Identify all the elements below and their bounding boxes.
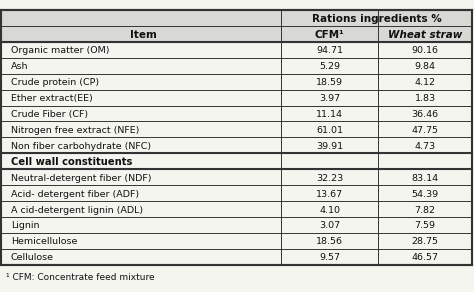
Text: 11.14: 11.14 bbox=[316, 110, 343, 119]
Text: CFM¹: CFM¹ bbox=[315, 30, 345, 40]
Text: 61.01: 61.01 bbox=[316, 126, 343, 135]
Text: Organic matter (OM): Organic matter (OM) bbox=[11, 46, 109, 55]
Text: 83.14: 83.14 bbox=[411, 174, 438, 183]
Text: Wheat straw: Wheat straw bbox=[388, 30, 462, 40]
Text: 4.73: 4.73 bbox=[415, 142, 436, 151]
Text: Cellulose: Cellulose bbox=[11, 253, 54, 262]
Text: Ether extract(EE): Ether extract(EE) bbox=[11, 94, 92, 103]
Text: ¹ CFM: Concentrate feed mixture: ¹ CFM: Concentrate feed mixture bbox=[6, 273, 155, 282]
Text: 94.71: 94.71 bbox=[316, 46, 343, 55]
Text: Lignin: Lignin bbox=[11, 221, 39, 230]
Text: 9.57: 9.57 bbox=[319, 253, 340, 262]
Text: 3.97: 3.97 bbox=[319, 94, 340, 103]
Text: 4.12: 4.12 bbox=[415, 78, 436, 87]
Text: Hemicellulose: Hemicellulose bbox=[11, 237, 77, 246]
Text: Crude protein (CP): Crude protein (CP) bbox=[11, 78, 99, 87]
Text: 47.75: 47.75 bbox=[411, 126, 438, 135]
Text: 18.59: 18.59 bbox=[316, 78, 343, 87]
Text: 13.67: 13.67 bbox=[316, 190, 343, 199]
Text: Ash: Ash bbox=[11, 62, 28, 72]
Text: 32.23: 32.23 bbox=[316, 174, 343, 183]
Text: Acid- detergent fiber (ADF): Acid- detergent fiber (ADF) bbox=[11, 190, 139, 199]
Text: 18.56: 18.56 bbox=[316, 237, 343, 246]
Text: 54.39: 54.39 bbox=[411, 190, 438, 199]
Text: Crude Fiber (CF): Crude Fiber (CF) bbox=[11, 110, 88, 119]
Text: Cell wall constituents: Cell wall constituents bbox=[11, 157, 132, 167]
Text: 7.82: 7.82 bbox=[415, 206, 436, 215]
Text: Nitrogen free extract (NFE): Nitrogen free extract (NFE) bbox=[11, 126, 139, 135]
Text: 28.75: 28.75 bbox=[411, 237, 438, 246]
Text: 90.16: 90.16 bbox=[411, 46, 438, 55]
Text: 36.46: 36.46 bbox=[411, 110, 438, 119]
Text: 1.83: 1.83 bbox=[415, 94, 436, 103]
Text: 4.10: 4.10 bbox=[319, 206, 340, 215]
Text: 5.29: 5.29 bbox=[319, 62, 340, 72]
Text: A cid-detergent lignin (ADL): A cid-detergent lignin (ADL) bbox=[11, 206, 143, 215]
Text: 3.07: 3.07 bbox=[319, 221, 340, 230]
Text: 39.91: 39.91 bbox=[316, 142, 343, 151]
Text: Rations ingredients %: Rations ingredients % bbox=[312, 15, 442, 25]
Text: 9.84: 9.84 bbox=[415, 62, 436, 72]
Text: 46.57: 46.57 bbox=[411, 253, 438, 262]
Text: Item: Item bbox=[130, 30, 157, 40]
Text: Neutral-detergent fiber (NDF): Neutral-detergent fiber (NDF) bbox=[11, 174, 151, 183]
Text: Non fiber carbohydrate (NFC): Non fiber carbohydrate (NFC) bbox=[11, 142, 151, 151]
Text: 7.59: 7.59 bbox=[415, 221, 436, 230]
